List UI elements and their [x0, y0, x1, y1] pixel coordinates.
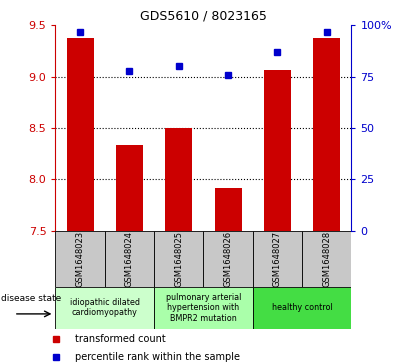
Text: GSM1648023: GSM1648023 — [76, 231, 85, 287]
Text: transformed count: transformed count — [75, 334, 165, 344]
Text: GSM1648026: GSM1648026 — [224, 231, 233, 287]
Text: pulmonary arterial
hypertension with
BMPR2 mutation: pulmonary arterial hypertension with BMP… — [166, 293, 241, 323]
Text: GSM1648025: GSM1648025 — [174, 231, 183, 287]
Bar — [154, 287, 253, 329]
Text: GSM1648024: GSM1648024 — [125, 231, 134, 287]
Text: disease state: disease state — [1, 294, 61, 303]
Bar — [116, 146, 143, 231]
Bar — [55, 231, 105, 287]
Title: GDS5610 / 8023165: GDS5610 / 8023165 — [140, 10, 267, 23]
Text: percentile rank within the sample: percentile rank within the sample — [75, 352, 240, 362]
Bar — [67, 38, 94, 231]
Text: idiopathic dilated
cardiomyopathy: idiopathic dilated cardiomyopathy — [70, 298, 140, 317]
Bar — [105, 231, 154, 287]
Bar — [253, 287, 351, 329]
Bar — [154, 231, 203, 287]
Text: GSM1648028: GSM1648028 — [322, 231, 331, 287]
Bar — [302, 231, 351, 287]
Text: GSM1648027: GSM1648027 — [273, 231, 282, 287]
Bar — [264, 69, 291, 231]
Bar — [215, 188, 242, 231]
Bar — [313, 38, 340, 231]
Bar — [55, 287, 154, 329]
Text: healthy control: healthy control — [272, 303, 332, 312]
Bar — [203, 231, 253, 287]
Bar — [165, 128, 192, 231]
Bar — [253, 231, 302, 287]
